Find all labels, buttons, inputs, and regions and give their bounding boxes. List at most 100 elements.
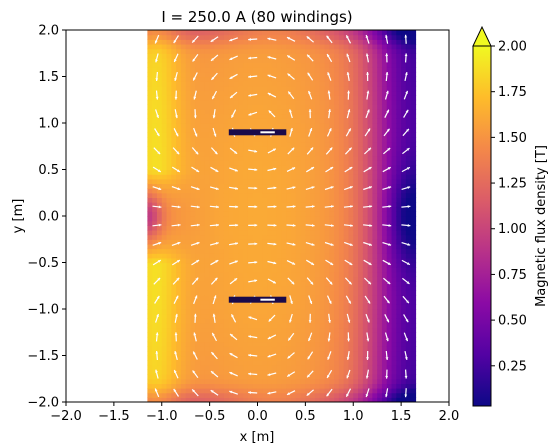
field-arrowhead: [192, 58, 196, 62]
heatmap-cell: [171, 313, 177, 319]
heatmap-cell: [276, 318, 283, 324]
heatmap-cell: [267, 53, 273, 59]
heatmap-cell: [209, 234, 216, 240]
heatmap-cell: [257, 392, 263, 398]
heatmap-cell: [171, 85, 177, 92]
heatmap-cell: [214, 183, 220, 189]
heatmap-cell: [396, 76, 402, 82]
heatmap-cell: [314, 253, 321, 259]
heatmap-cell: [334, 350, 340, 357]
field-arrowhead: [311, 186, 315, 189]
heatmap-cell: [291, 299, 297, 305]
heatmap-cell: [391, 332, 397, 338]
heatmap-cell: [362, 197, 369, 203]
heatmap-cell: [281, 234, 287, 240]
heatmap-cell: [209, 355, 216, 361]
heatmap-cell: [243, 81, 249, 87]
heatmap-cell: [161, 392, 168, 398]
heatmap-cell: [329, 267, 335, 273]
heatmap-cell: [219, 360, 225, 366]
heatmap-cell: [300, 95, 306, 101]
heatmap-cell: [362, 146, 369, 152]
heatmap-cell: [238, 229, 244, 236]
heatmap-cell: [381, 346, 388, 352]
heatmap-cell: [252, 104, 259, 110]
heatmap-cell: [367, 364, 373, 371]
heatmap-cell: [214, 99, 220, 105]
heatmap-cell: [353, 95, 359, 101]
heatmap-cell: [185, 369, 192, 375]
heatmap-cell: [367, 155, 373, 161]
heatmap-cell: [262, 146, 268, 152]
heatmap-cell: [381, 39, 388, 45]
heatmap-cell: [200, 39, 206, 45]
heatmap-cell: [324, 178, 330, 185]
heatmap-cell: [223, 309, 230, 315]
heatmap-cell: [276, 360, 283, 366]
heatmap-cell: [372, 118, 378, 124]
heatmap-cell: [305, 123, 311, 129]
heatmap-cell: [410, 309, 417, 315]
heatmap-cell: [319, 322, 326, 329]
heatmap-cell: [353, 369, 359, 375]
heatmap-cell: [243, 113, 249, 119]
heatmap-cell: [291, 197, 297, 203]
heatmap-cell: [176, 383, 182, 389]
heatmap-cell: [214, 206, 220, 212]
field-arrowhead: [307, 54, 310, 58]
heatmap-cell: [362, 304, 369, 310]
heatmap-cell: [252, 220, 259, 226]
heatmap-cell: [358, 197, 364, 203]
heatmap-cell: [381, 127, 388, 133]
heatmap-cell: [324, 90, 330, 96]
heatmap-cell: [401, 104, 407, 110]
heatmap-cell: [262, 178, 268, 185]
heatmap-cell: [362, 34, 369, 40]
heatmap-cell: [209, 178, 216, 185]
heatmap-cell: [190, 257, 196, 264]
heatmap-cell: [152, 67, 158, 73]
heatmap-cell: [281, 178, 287, 185]
heatmap-cell: [281, 136, 287, 143]
heatmap-cell: [161, 216, 168, 222]
heatmap-cell: [238, 183, 244, 189]
heatmap-cell: [185, 322, 192, 329]
heatmap-cell: [252, 318, 259, 324]
heatmap-cell: [314, 183, 321, 189]
heatmap-cell: [300, 388, 306, 394]
heatmap-cell: [358, 155, 364, 161]
heatmap-cell: [291, 220, 297, 226]
heatmap-cell: [405, 109, 412, 115]
heatmap-cell: [353, 123, 359, 129]
heatmap-cell: [286, 174, 292, 180]
heatmap-cell: [329, 109, 335, 115]
heatmap-cell: [223, 118, 230, 124]
heatmap-cell: [223, 313, 230, 319]
heatmap-cell: [262, 174, 268, 180]
heatmap-cell: [200, 257, 206, 264]
heatmap-cell: [314, 90, 321, 96]
heatmap-cell: [358, 113, 364, 119]
heatmap-cell: [243, 355, 249, 361]
heatmap-cell: [410, 71, 417, 78]
heatmap-cell: [176, 146, 182, 152]
heatmap-cell: [401, 155, 407, 161]
heatmap-cell: [353, 267, 359, 273]
heatmap-cell: [267, 155, 273, 161]
heatmap-cell: [267, 118, 273, 124]
heatmap-cell: [267, 290, 273, 296]
heatmap-cell: [276, 388, 283, 394]
heatmap-cell: [353, 248, 359, 254]
heatmap-cell: [295, 216, 302, 222]
heatmap-cell: [267, 141, 273, 147]
heatmap-cell: [386, 81, 393, 87]
field-arrowhead: [154, 40, 158, 44]
heatmap-cell: [343, 57, 350, 64]
heatmap-cell: [324, 174, 330, 180]
heatmap-cell: [343, 206, 350, 212]
heatmap-cell: [209, 318, 216, 324]
heatmap-cell: [276, 155, 283, 161]
heatmap-cell: [238, 197, 244, 203]
heatmap-cell: [405, 234, 412, 240]
heatmap-cell: [257, 67, 263, 73]
